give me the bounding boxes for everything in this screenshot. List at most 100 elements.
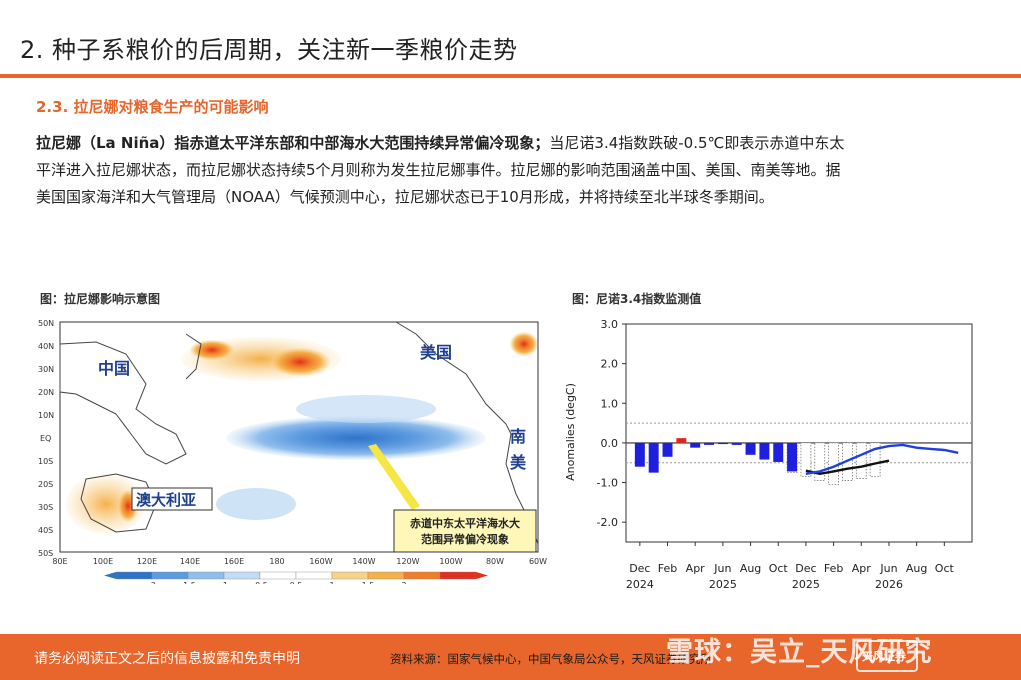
y-tick-label: 0.0 [601, 437, 619, 450]
lon-label: 140E [180, 557, 200, 566]
page-title: 2. 种子系粮价的后周期，关注新一季粮价走势 [20, 36, 518, 64]
x-tick-label: Dec [795, 562, 816, 575]
observed-bar [648, 442, 659, 473]
colorbar-segment [367, 571, 405, 580]
region-label-south-america-1: 南 [510, 427, 526, 446]
y-tick-label: 2.0 [601, 358, 619, 371]
warm-anomaly-atlantic [510, 332, 538, 356]
cold-anomaly-equatorial [226, 416, 486, 460]
japan-coastline [185, 333, 202, 380]
colorbar-segment [439, 571, 477, 580]
y-tick-label: 1.0 [601, 397, 619, 410]
warm-anomaly-npac-core [270, 348, 330, 376]
colorbar-label: -1 [220, 581, 228, 584]
forecast-bar [869, 442, 881, 477]
lon-label: 160E [224, 557, 244, 566]
nino34-chart: Anomalies (degC) -2.0 -1.0 0.0 1.0 2.0 3.0 Dec… [564, 318, 973, 591]
lon-label: 180 [269, 557, 284, 566]
lat-label: 10S [38, 457, 53, 466]
para-bold-lead: 拉尼娜（La Niña）指赤道太平洋东部和中部海水大范围持续异常偏冷现象； [36, 134, 550, 152]
observed-bar [704, 442, 715, 445]
lat-label: 10N [38, 411, 54, 420]
colorbar-label: 2 [401, 581, 406, 584]
y-tick-label: -2.0 [597, 516, 618, 529]
lat-label: 20N [38, 388, 54, 397]
lat-label: 50S [38, 549, 53, 558]
colorbar-label: 1.5 [362, 581, 375, 584]
y-tick-label: 3.0 [601, 318, 619, 331]
chart-marks: -2.0 -1.0 0.0 1.0 2.0 3.0 Dec 2024 Feb Apr Jun 2025… [597, 318, 972, 591]
observed-bar [717, 442, 728, 445]
colorbar-arrow-left [104, 572, 116, 579]
latitude-labels: 50N 40N 30N 20N 10N EQ 10S 20S 30S 40S 5… [38, 319, 54, 558]
lon-label: 120E [137, 557, 157, 566]
x-tick-year: 2025 [792, 578, 820, 591]
lon-label: 100E [93, 557, 113, 566]
footer-disclaimer: 请务必阅读正文之后的信息披露和免责申明 [34, 651, 300, 667]
lon-label: 80W [486, 557, 504, 566]
region-label-south-america-2: 美 [510, 453, 527, 472]
observed-bar [662, 442, 673, 457]
footer-bar [0, 634, 1021, 680]
australia-label-box [131, 487, 213, 511]
watermark-logo [856, 640, 918, 672]
x-tick-label: Dec [629, 562, 650, 575]
lat-label: 30N [38, 365, 54, 374]
region-label-china: 中国 [98, 359, 130, 378]
x-tick-label: Apr [686, 562, 706, 575]
x-tick-label: Apr [852, 562, 872, 575]
x-tick-label: Jun [713, 562, 731, 575]
para-line3: 美国国家海洋和大气管理局（NOAA）气候预测中心，拉尼娜状态已于10月形成，并将… [36, 188, 774, 206]
region-label-australia: 澳大利亚 [136, 491, 196, 509]
colorbar-segment [223, 571, 261, 580]
colorbar-segment [115, 571, 153, 580]
lon-label: 60W [529, 557, 547, 566]
x-tick-label: Aug [740, 562, 761, 575]
chart-y-axis-label: Anomalies (degC) [564, 383, 577, 481]
title-divider [0, 74, 1021, 78]
australia-coastline [80, 473, 157, 533]
colorbar-segment [187, 571, 225, 580]
colorbar-segment [331, 571, 369, 580]
x-tick-label: Jun [879, 562, 897, 575]
forecast-line-black [805, 459, 890, 476]
watermark-logo-text: 天风证券 [862, 650, 906, 663]
watermark-text: 雪球：吴立_天风研究 [666, 637, 933, 668]
colorbar-label: -0.5 [252, 581, 268, 584]
annotation-line-1: 赤道中东太平洋海水大 [410, 516, 520, 530]
x-tick-label: Oct [769, 562, 789, 575]
annotation-line-2: 范围异常偏冷现象 [421, 532, 509, 546]
section-heading: 2.3. 拉尼娜对粮食生产的可能影响 [36, 98, 269, 116]
lat-label: 30S [38, 503, 53, 512]
annotation-arrow [368, 444, 420, 510]
observed-bar [690, 442, 701, 448]
annotation-box [393, 509, 537, 553]
cold-anomaly-north [296, 395, 436, 423]
para-line1: 当尼诺3.4指数跌破-0.5℃即表示赤道中东太 [549, 134, 845, 152]
lon-label: 100W [439, 557, 462, 566]
x-tick-year: 2025 [709, 578, 737, 591]
para-line2: 平洋进入拉尼娜状态，而拉尼娜状态持续5个月则称为发生拉尼娜事件。拉尼娜的影响范围… [36, 161, 841, 179]
observed-bar [745, 442, 756, 455]
x-tick-label: Feb [824, 562, 843, 575]
observed-bar [731, 442, 742, 445]
x-tick-label: Oct [935, 562, 955, 575]
north-america-coastline [395, 321, 512, 435]
longitude-labels: 80E 100E 120E 140E 160E 180 160W 140W 12… [52, 557, 547, 566]
figure-caption-map: 图：拉尼娜影响示意图 [40, 292, 161, 306]
lat-label: 50N [38, 319, 54, 328]
colorbar-segment [259, 571, 297, 580]
lat-label: EQ [40, 434, 51, 443]
lat-label: 20S [38, 480, 53, 489]
observed-bar [676, 438, 687, 443]
forecast-line-blue [805, 443, 959, 475]
asia-coastline [59, 341, 187, 465]
observed-bar [773, 442, 784, 462]
colorbar-label: 1 [329, 581, 334, 584]
observed-bar [634, 442, 645, 467]
lon-label: 140W [352, 557, 375, 566]
la-nina-impact-map: 50N 40N 30N 20N 10N EQ 10S 20S 30S 40S 5… [38, 319, 547, 584]
lat-label: 40S [38, 526, 53, 535]
body-paragraph: 拉尼娜（La Niña）指赤道太平洋东部和中部海水大范围持续异常偏冷现象；当尼诺… [36, 130, 984, 211]
warm-anomaly-japan [190, 340, 234, 360]
